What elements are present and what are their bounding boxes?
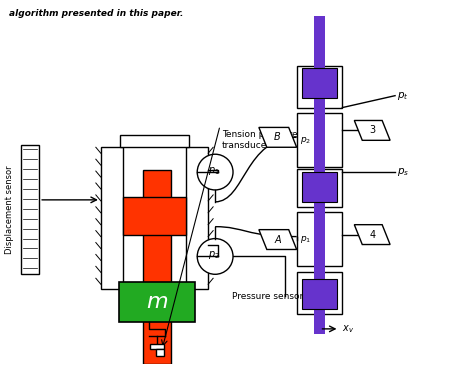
Text: $p_1$: $p_1$: [300, 234, 311, 245]
Text: B: B: [273, 132, 280, 142]
Polygon shape: [259, 230, 297, 250]
Text: $x_v$: $x_v$: [342, 323, 355, 335]
Text: algorithm presented in this paper.: algorithm presented in this paper.: [9, 9, 184, 18]
Bar: [301, 172, 337, 202]
Text: Displacement sensor: Displacement sensor: [5, 165, 14, 254]
Bar: [297, 66, 342, 108]
Text: A: A: [274, 235, 281, 245]
Text: Pressure sensor: Pressure sensor: [232, 292, 303, 301]
Circle shape: [197, 239, 233, 274]
Text: $p_t$: $p_t$: [397, 90, 409, 102]
Polygon shape: [354, 120, 390, 140]
Bar: [297, 272, 342, 314]
Bar: [120, 135, 189, 147]
Bar: [150, 344, 164, 349]
Bar: [301, 279, 337, 309]
Bar: [297, 212, 342, 266]
Bar: [120, 289, 189, 301]
Text: $m$: $m$: [146, 292, 168, 312]
Bar: [101, 147, 123, 289]
Text: $p_1$: $p_1$: [208, 165, 220, 177]
Bar: [118, 282, 195, 322]
Bar: [156, 349, 164, 356]
Circle shape: [197, 154, 233, 190]
Bar: [301, 68, 337, 98]
Bar: [123, 197, 186, 235]
Text: $p_s$: $p_s$: [397, 166, 409, 178]
Text: Tension pressure
transducer: Tension pressure transducer: [222, 130, 298, 150]
Text: 4: 4: [369, 230, 375, 239]
Bar: [297, 169, 342, 207]
Text: $p_2$: $p_2$: [208, 249, 220, 261]
Bar: [186, 147, 208, 289]
Bar: [313, 16, 326, 334]
Bar: [143, 170, 171, 364]
Polygon shape: [354, 225, 390, 245]
Bar: [297, 112, 342, 167]
Bar: [21, 145, 39, 274]
Text: 3: 3: [369, 126, 375, 135]
Text: $p_2$: $p_2$: [300, 135, 311, 146]
Polygon shape: [259, 127, 297, 147]
